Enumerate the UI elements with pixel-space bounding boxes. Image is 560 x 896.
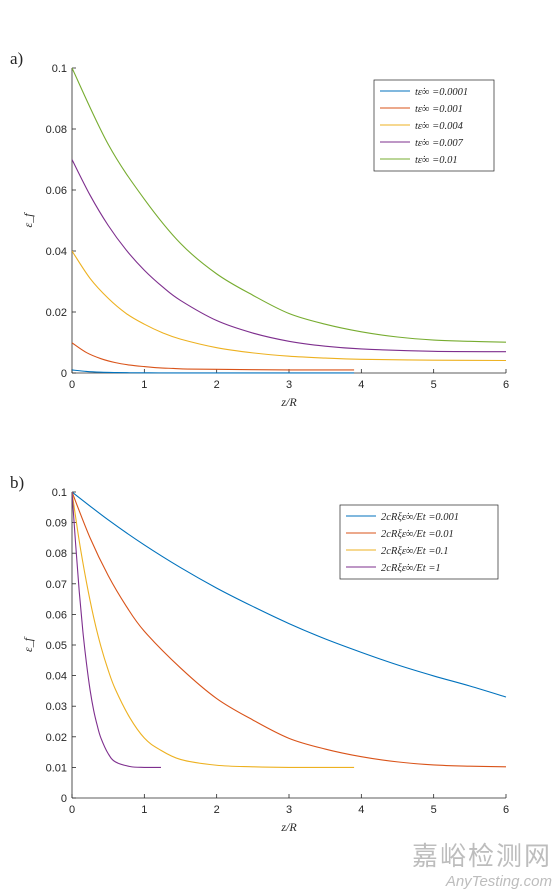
x-tick-label: 4 — [358, 379, 364, 391]
legend-entry: tε̇∞ =0.004 — [415, 121, 464, 132]
panel-a: a) 0 1 2 3 4 5 6 0 0.02 0.04 0.06 0.08 0.1 z/R ε_f tε̇∞ … — [10, 49, 509, 409]
watermark: 嘉峪检测网 AnyTesting.com — [412, 836, 552, 890]
y-axis-label: ε_f — [21, 212, 35, 228]
series-line-t-0-01 — [72, 67, 507, 343]
watermark-chinese: 嘉峪检测网 — [411, 842, 552, 872]
legend-entry: tε̇∞ =0.001 — [415, 104, 463, 115]
x-tick-label: 0 — [69, 804, 75, 816]
x-tick-label: 3 — [286, 379, 292, 391]
x-tick-label: 2 — [214, 804, 220, 816]
panel-b: b) 0 1 2 3 4 5 6 0 0.01 0.02 0.03 0.04 0.05 0.06 0.07 0.… — [10, 473, 509, 834]
legend: tε̇∞ =0.0001 tε̇∞ =0.001 tε̇∞ =0.004 tε̇∞ =… — [373, 79, 495, 172]
x-tick-label: 1 — [141, 379, 147, 391]
y-tick-label: 0.08 — [46, 124, 67, 136]
series-line-2cr-et-0-001 — [72, 491, 507, 698]
y-axis-label: ε_f — [21, 636, 35, 652]
legend-entry: tε̇∞ =0.01 — [415, 155, 458, 166]
legend-entry: 2cRξε̇∞/Et =0.1 — [381, 546, 449, 557]
legend-entry: 2cRξε̇∞/Et =0.001 — [381, 512, 459, 523]
x-tick-label: 5 — [431, 379, 437, 391]
series-line-t-0-004 — [72, 250, 507, 362]
y-tick-label: 0.05 — [46, 640, 67, 652]
y-tick-label: 0 — [61, 368, 67, 380]
watermark-english: AnyTesting.com — [445, 873, 552, 890]
y-tick-label: 0.09 — [46, 518, 67, 530]
y-tick-label: 0 — [61, 793, 67, 805]
x-tick-label: 6 — [503, 379, 509, 391]
x-tick-label: 6 — [503, 804, 509, 816]
legend-entry: tε̇∞ =0.007 — [415, 138, 464, 149]
panel-label: b) — [10, 473, 24, 492]
series-line-t-0-007 — [72, 159, 507, 353]
y-tick-label: 0.06 — [46, 185, 67, 197]
x-axis-label: z/R — [280, 820, 297, 834]
x-tick-label: 0 — [69, 379, 75, 391]
series-line-2cr-et-0-1 — [72, 491, 355, 768]
x-tick-label: 2 — [214, 379, 220, 391]
y-tick-label: 0.03 — [46, 701, 67, 713]
series-line-2cr-et-0-01 — [72, 491, 507, 768]
legend-entry: 2cRξε̇∞/Et =1 — [381, 563, 441, 574]
x-tick-label: 4 — [358, 804, 364, 816]
series-line-t-0-001 — [72, 342, 355, 371]
y-tick-label: 0.07 — [46, 579, 67, 591]
y-tick-label: 0.08 — [46, 548, 67, 560]
x-tick-label: 3 — [286, 804, 292, 816]
y-tick-label: 0.1 — [52, 63, 67, 75]
y-tick-label: 0.02 — [46, 732, 67, 744]
x-tick-label: 5 — [431, 804, 437, 816]
series-line-t-0-0001 — [72, 369, 355, 374]
y-tick-label: 0.04 — [46, 671, 67, 683]
y-tick-label: 0.06 — [46, 609, 67, 621]
panel-label: a) — [10, 49, 23, 68]
y-tick-label: 0.1 — [52, 487, 67, 499]
series-line-2cr-et-1 — [72, 491, 161, 769]
x-tick-label: 1 — [141, 804, 147, 816]
legend-entry: tε̇∞ =0.0001 — [415, 87, 468, 98]
legend: 2cRξε̇∞/Et =0.001 2cRξε̇∞/Et =0.01 2cRξε̇∞… — [339, 504, 499, 580]
x-axis-label: z/R — [280, 395, 297, 409]
y-tick-label: 0.01 — [46, 762, 67, 774]
legend-entry: 2cRξε̇∞/Et =0.01 — [381, 529, 454, 540]
y-tick-label: 0.02 — [46, 307, 67, 319]
y-tick-label: 0.04 — [46, 246, 67, 258]
